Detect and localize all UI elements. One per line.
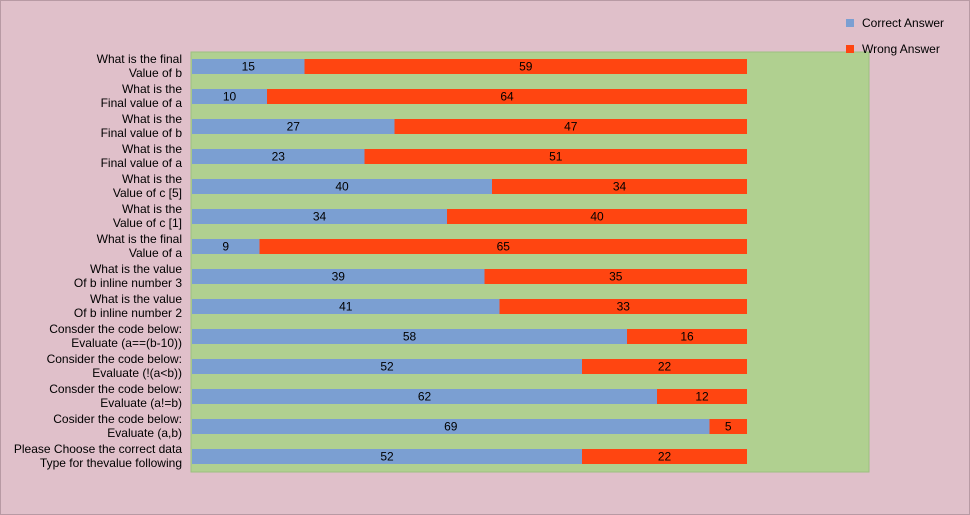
label-wrong-6: 65 [497, 240, 511, 254]
label-correct-2: 27 [287, 120, 301, 134]
category-label-12: Cosider the code below: Evaluate (a,b) [53, 412, 182, 440]
label-wrong-13: 22 [658, 450, 672, 464]
bar-correct-10 [192, 359, 582, 374]
category-label-3: What is the Final value of a [100, 142, 182, 170]
label-correct-11: 62 [418, 390, 432, 404]
bar-wrong-2 [394, 119, 747, 134]
label-wrong-8: 33 [617, 300, 631, 314]
category-label-7: What is the value Of b inline number 3 [73, 262, 182, 290]
category-label-2: What is the Final value of b [100, 112, 182, 140]
label-wrong-11: 12 [695, 390, 709, 404]
bar-correct-12 [192, 419, 710, 434]
label-correct-7: 39 [332, 270, 346, 284]
bar-correct-2 [192, 119, 395, 134]
legend: Correct Answer Wrong Answer [846, 10, 944, 62]
bar-wrong-4 [492, 179, 747, 194]
category-label-9: Consder the code below: Evaluate (a==(b-… [49, 322, 182, 350]
bar-wrong-13 [582, 449, 747, 464]
bar-wrong-8 [499, 299, 747, 314]
bar-wrong-0 [304, 59, 747, 74]
label-wrong-5: 40 [590, 210, 604, 224]
bar-wrong-1 [267, 89, 747, 104]
category-label-5: What is the Value of c [1] [112, 202, 182, 230]
label-wrong-2: 47 [564, 120, 578, 134]
bar-wrong-12 [709, 419, 747, 434]
category-label-13: Please Choose the correct data Type for … [13, 442, 182, 470]
bar-correct-4 [192, 179, 492, 194]
legend-label-wrong: Wrong Answer [862, 42, 940, 56]
bar-wrong-3 [364, 149, 747, 164]
category-label-0: What is the final Value of b [96, 52, 182, 80]
label-wrong-7: 35 [609, 270, 623, 284]
bar-correct-7 [192, 269, 485, 284]
category-label-11: Consder the code below: Evaluate (a!=b) [49, 382, 182, 410]
label-correct-13: 52 [380, 450, 394, 464]
bar-correct-6 [192, 239, 260, 254]
bar-correct-11 [192, 389, 657, 404]
bar-wrong-10 [582, 359, 747, 374]
bar-correct-1 [192, 89, 267, 104]
category-label-8: What is the value Of b inline number 2 [73, 292, 182, 320]
label-correct-0: 15 [242, 60, 256, 74]
label-wrong-4: 34 [613, 180, 627, 194]
label-correct-4: 40 [335, 180, 349, 194]
bar-correct-13 [192, 449, 582, 464]
bar-wrong-7 [484, 269, 747, 284]
label-wrong-3: 51 [549, 150, 563, 164]
label-wrong-1: 64 [500, 90, 514, 104]
label-wrong-9: 16 [680, 330, 694, 344]
bar-correct-5 [192, 209, 447, 224]
category-label-6: What is the final Value of a [96, 232, 182, 260]
legend-swatch-correct [846, 19, 854, 27]
category-label-4: What is the Value of c [5] [112, 172, 182, 200]
label-wrong-12: 5 [725, 420, 732, 434]
label-correct-10: 52 [380, 360, 394, 374]
label-wrong-10: 22 [658, 360, 672, 374]
legend-swatch-wrong [846, 45, 854, 53]
legend-item-wrong: Wrong Answer [846, 36, 944, 62]
legend-label-correct: Correct Answer [862, 16, 945, 30]
bar-correct-9 [192, 329, 627, 344]
bar-wrong-5 [447, 209, 747, 224]
label-correct-1: 10 [223, 90, 237, 104]
label-correct-5: 34 [313, 210, 327, 224]
label-correct-12: 69 [444, 420, 458, 434]
category-label-1: What is the Final value of a [100, 82, 182, 110]
category-label-10: Consider the code below: Evaluate (!(a<b… [46, 352, 182, 380]
plot-area [190, 51, 870, 473]
label-correct-8: 41 [339, 300, 353, 314]
bar-correct-0 [192, 59, 305, 74]
bar-correct-8 [192, 299, 500, 314]
bar-wrong-9 [627, 329, 747, 344]
data-labels-layer: 15 59 10 64 27 47 23 51 40 34 34 40 9 65 39 35 41 33 58 16 5… [222, 60, 732, 464]
bar-correct-3 [192, 149, 365, 164]
bar-wrong-6 [259, 239, 747, 254]
label-correct-9: 58 [403, 330, 417, 344]
label-wrong-0: 59 [519, 60, 533, 74]
bar-wrong-11 [657, 389, 747, 404]
label-correct-3: 23 [272, 150, 286, 164]
legend-item-correct: Correct Answer [846, 10, 944, 36]
bars-layer [192, 59, 747, 464]
label-correct-6: 9 [222, 240, 229, 254]
